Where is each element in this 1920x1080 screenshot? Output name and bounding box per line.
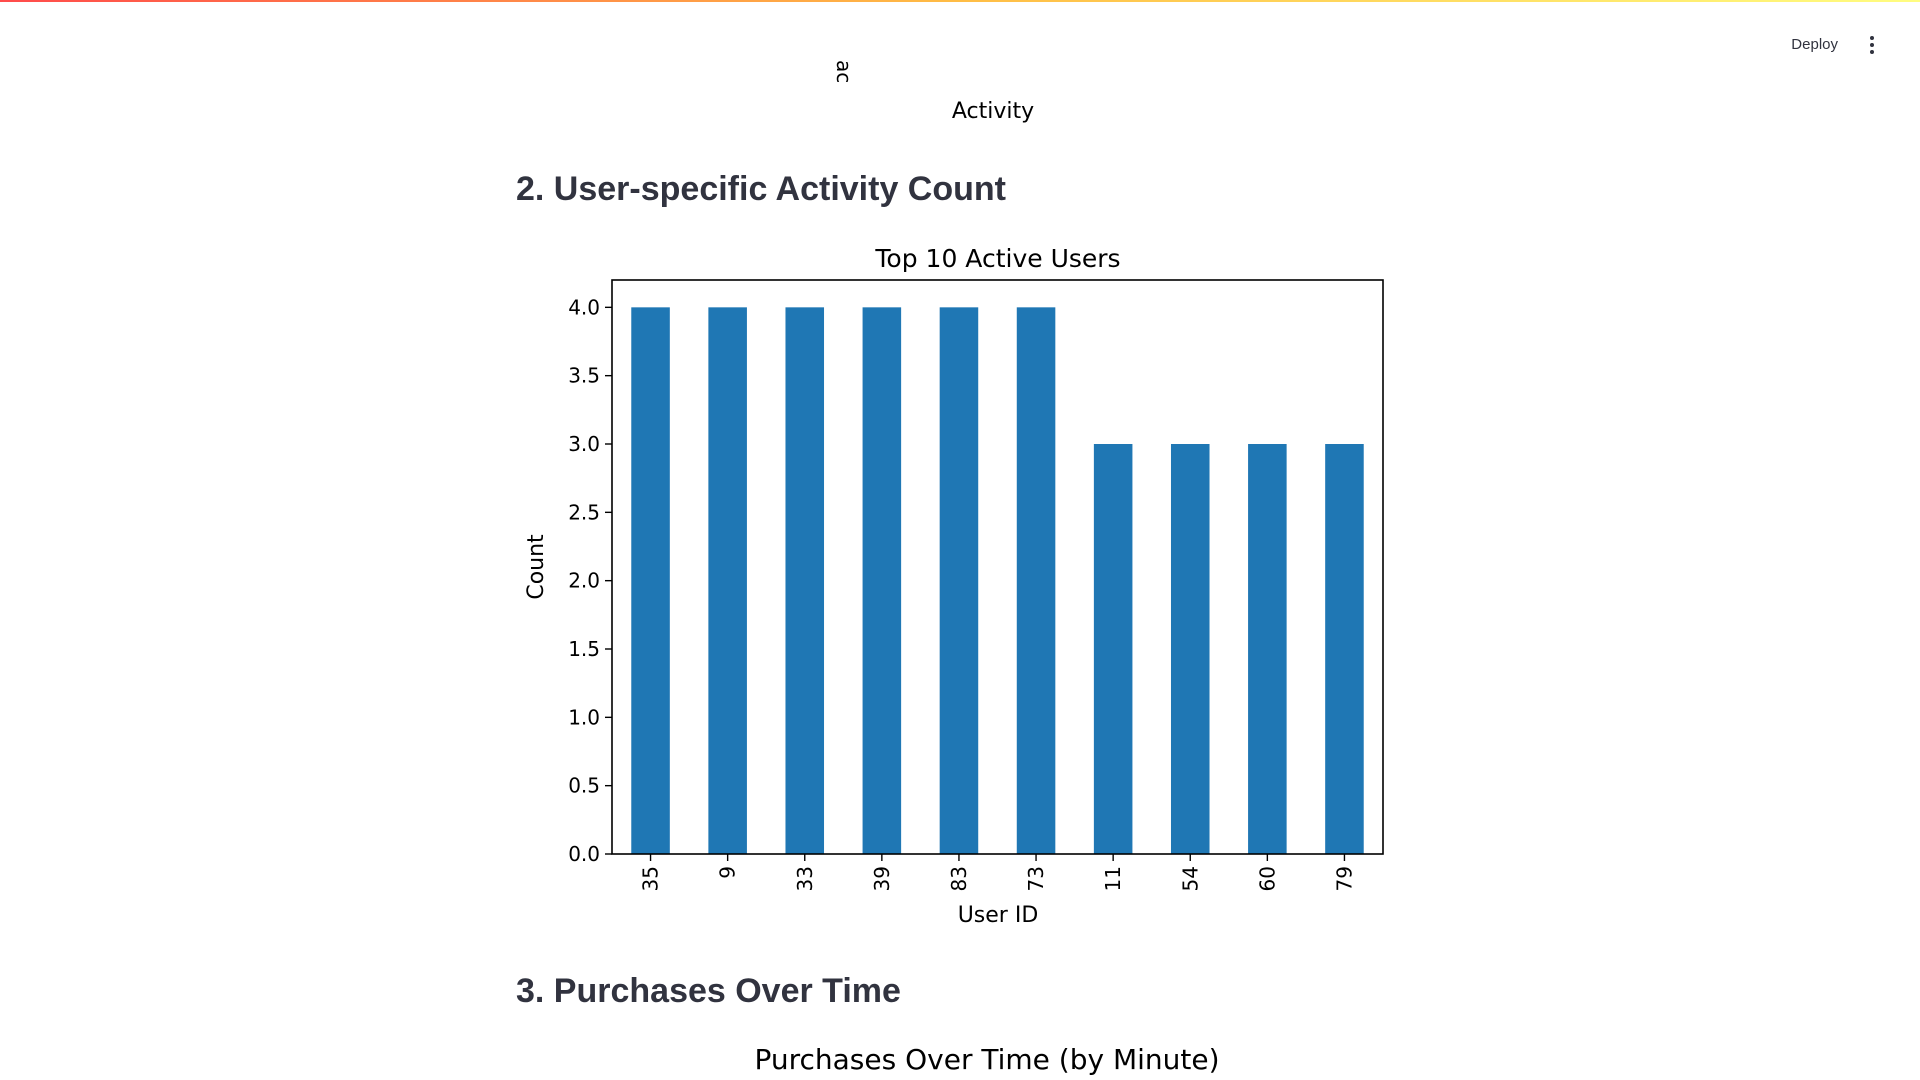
deploy-button[interactable]: Deploy <box>1791 36 1838 53</box>
section-heading-user-activity: 2. User-specific Activity Count <box>516 170 1006 208</box>
bar-user-79 <box>1325 444 1364 854</box>
y-tick-label: 1.0 <box>568 705 600 729</box>
bar-user-73 <box>1016 307 1056 854</box>
bar-user-54 <box>1170 444 1210 854</box>
previous-chart-clipped-tick: ac <box>832 60 856 83</box>
previous-chart-x-label: Activity <box>952 99 1034 124</box>
y-tick-label: 3.5 <box>568 364 600 388</box>
x-tick-label: 9 <box>716 866 740 879</box>
bar-user-9 <box>708 307 747 854</box>
x-tick-label: 73 <box>1024 866 1048 891</box>
x-tick-label: 54 <box>1178 866 1202 891</box>
app-toolbar: Deploy <box>1787 30 1880 59</box>
bar-user-83 <box>939 307 979 854</box>
purchases-chart-title: Purchases Over Time (by Minute) <box>754 1043 1219 1076</box>
y-tick-label: 1.5 <box>568 637 600 661</box>
y-axis-label: Count <box>524 534 549 600</box>
more-vertical-icon[interactable] <box>1864 33 1880 57</box>
x-tick-label: 35 <box>639 866 663 891</box>
top-decoration-bar <box>0 0 1920 2</box>
x-tick-label: 79 <box>1332 866 1356 891</box>
bar-user-11 <box>1093 444 1133 854</box>
bar-user-60 <box>1248 444 1287 854</box>
purchases-chart-fragment: Purchases Over Time (by Minute) <box>754 1043 1219 1076</box>
plot-frame <box>611 279 1384 855</box>
x-tick-label: 33 <box>793 866 817 891</box>
x-tick-label: 11 <box>1101 866 1125 891</box>
section-heading-purchases: 3. Purchases Over Time <box>516 972 901 1010</box>
x-tick-label: 60 <box>1255 866 1279 891</box>
x-axis-label: User ID <box>958 903 1039 928</box>
bar-user-35 <box>631 307 670 854</box>
y-tick-label: 0.0 <box>568 842 600 866</box>
x-tick-label: 39 <box>870 866 894 891</box>
y-tick-label: 2.0 <box>568 569 600 593</box>
previous-chart-fragment: ac Activity <box>832 60 1034 124</box>
x-tick-label: 83 <box>947 866 971 891</box>
y-tick-label: 0.5 <box>568 774 600 798</box>
chart-title: Top 10 Active Users <box>874 244 1120 273</box>
bar-user-33 <box>785 307 825 854</box>
y-tick-label: 3.0 <box>568 432 600 456</box>
bar-user-39 <box>862 307 902 854</box>
y-tick-label: 4.0 <box>568 295 600 319</box>
top-users-bar-chart: Top 10 Active Users 0.0 0.5 1.0 1.5 2.0 2.5 3.… <box>524 244 1384 928</box>
y-tick-label: 2.5 <box>568 500 600 524</box>
